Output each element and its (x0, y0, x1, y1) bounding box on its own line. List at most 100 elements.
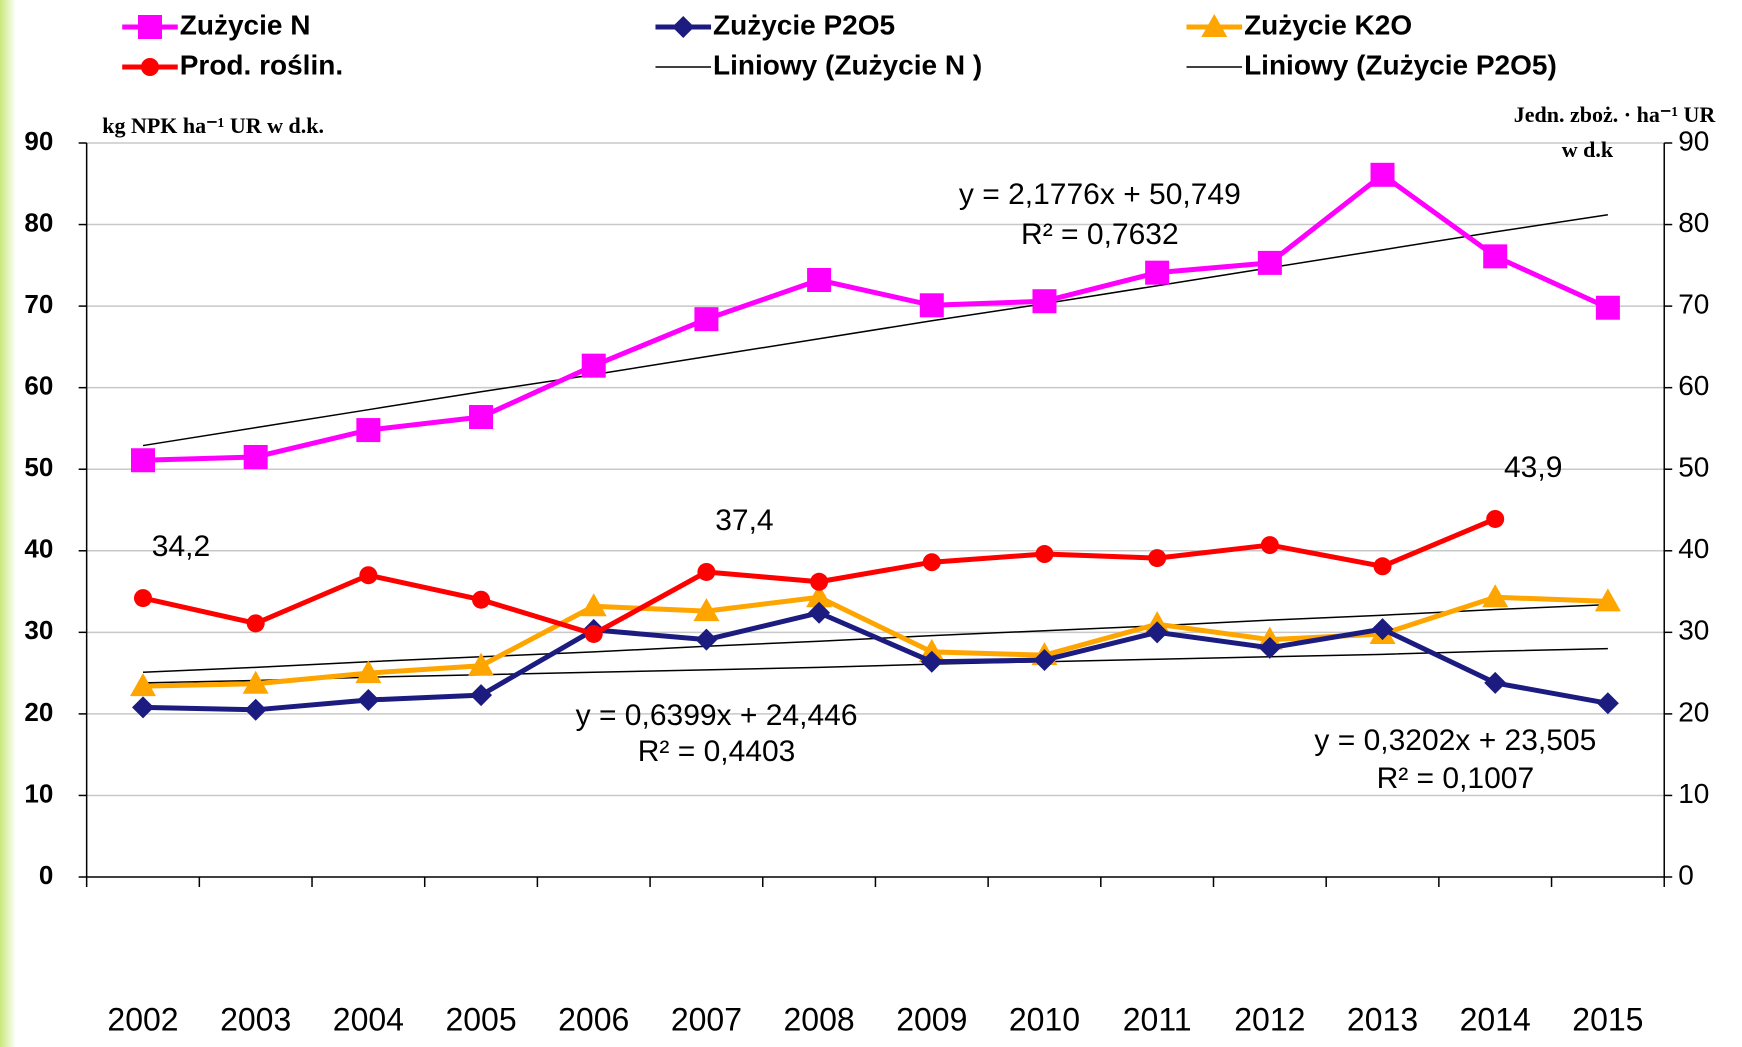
point (468, 652, 495, 676)
point (1032, 289, 1057, 314)
trend-line (142, 214, 1609, 447)
annotation: R² = 0,7632 (1021, 218, 1179, 251)
point (1145, 260, 1170, 285)
point (357, 689, 380, 712)
point (584, 624, 603, 643)
point (359, 566, 378, 585)
point (130, 448, 155, 473)
x-tick-label: 2006 (558, 1001, 629, 1037)
x-tick-label: 2007 (671, 1001, 742, 1037)
point (808, 601, 831, 624)
point (1373, 557, 1392, 576)
trend-line (142, 647, 1608, 684)
point (807, 268, 832, 293)
y-tick-label: 10 (24, 778, 53, 808)
point (244, 698, 267, 721)
data-label: 34,2 (152, 530, 210, 563)
x-tick-label: 2002 (107, 1001, 178, 1037)
annotation: y = 0,3202x + 23,505 (1314, 724, 1596, 757)
point (693, 598, 720, 622)
legend-label: Liniowy (Zużycie P2O5) (1244, 49, 1557, 80)
point (1596, 692, 1619, 715)
x-tick-label: 2010 (1009, 1001, 1080, 1037)
point (1146, 621, 1169, 644)
point (355, 660, 382, 684)
legend-label: Liniowy (Zużycie N ) (713, 49, 982, 80)
legend-marker (1201, 14, 1228, 37)
data-label: 37,4 (715, 504, 773, 537)
y2-tick-label: 20 (1678, 696, 1709, 727)
y-tick-label: 30 (24, 615, 53, 645)
point (806, 584, 833, 608)
x-tick-label: 2014 (1460, 1001, 1531, 1037)
legend-label: Zużycie N (180, 9, 311, 40)
point (246, 614, 265, 633)
point (1483, 244, 1508, 269)
y2-tick-label: 80 (1678, 207, 1709, 238)
y-tick-label: 60 (24, 371, 53, 401)
annotation: y = 2,1776x + 50,749 (959, 178, 1241, 211)
legend-label: Zużycie P2O5 (713, 9, 895, 40)
data-label: 43,9 (1504, 451, 1562, 484)
y2-axis-label: w d.k (1562, 137, 1614, 162)
x-tick-label: 2008 (784, 1001, 855, 1037)
annotation: R² = 0,4403 (638, 735, 796, 768)
y2-tick-label: 0 (1678, 859, 1694, 890)
point (1594, 588, 1621, 612)
point (1257, 250, 1282, 275)
x-tick-label: 2005 (445, 1001, 516, 1037)
point (695, 628, 718, 651)
point (919, 293, 944, 318)
y2-tick-label: 70 (1678, 289, 1709, 320)
side-strip (0, 0, 16, 1047)
series-line (142, 610, 1609, 713)
point (470, 684, 493, 707)
point (1371, 618, 1394, 641)
x-tick-label: 2004 (333, 1001, 404, 1037)
point (1258, 636, 1281, 659)
point (129, 673, 156, 697)
y2-tick-label: 10 (1678, 778, 1709, 809)
y-axis-label: kg NPK ha⁻¹ UR w d.k. (102, 113, 324, 138)
y2-tick-label: 40 (1678, 533, 1709, 564)
y2-tick-label: 30 (1678, 615, 1709, 646)
annotation: R² = 0,1007 (1377, 762, 1535, 795)
point (356, 418, 381, 443)
y-tick-label: 70 (24, 289, 53, 319)
point (580, 593, 607, 617)
y2-tick-label: 90 (1678, 125, 1709, 156)
point (243, 444, 268, 469)
annotation: y = 0,6399x + 24,446 (576, 699, 858, 732)
point (920, 650, 943, 673)
point (1484, 671, 1507, 694)
point (1595, 295, 1620, 320)
x-tick-label: 2003 (220, 1001, 291, 1037)
point (1482, 584, 1509, 608)
point (1370, 162, 1395, 187)
x-tick-label: 2013 (1347, 1001, 1418, 1037)
y-tick-label: 80 (24, 207, 53, 237)
point (1033, 649, 1056, 672)
y-tick-label: 0 (39, 860, 53, 890)
legend-label: Zużycie K2O (1244, 9, 1412, 40)
y-tick-label: 20 (24, 697, 53, 727)
series-line (142, 172, 1609, 463)
point (581, 353, 606, 378)
x-tick-label: 2012 (1234, 1001, 1305, 1037)
point (922, 553, 941, 572)
y-tick-label: 90 (24, 126, 53, 156)
series-line (142, 594, 1608, 689)
point (133, 589, 152, 608)
point (131, 696, 154, 719)
x-tick-label: 2009 (896, 1001, 967, 1037)
y-tick-label: 50 (24, 452, 53, 482)
point (1148, 549, 1167, 568)
legend-marker (140, 58, 159, 76)
point (469, 405, 494, 430)
point (697, 562, 716, 581)
point (1260, 536, 1279, 555)
x-tick-label: 2015 (1572, 1001, 1643, 1037)
legend-label: Prod. roślin. (180, 49, 343, 80)
y-tick-label: 40 (24, 534, 53, 564)
